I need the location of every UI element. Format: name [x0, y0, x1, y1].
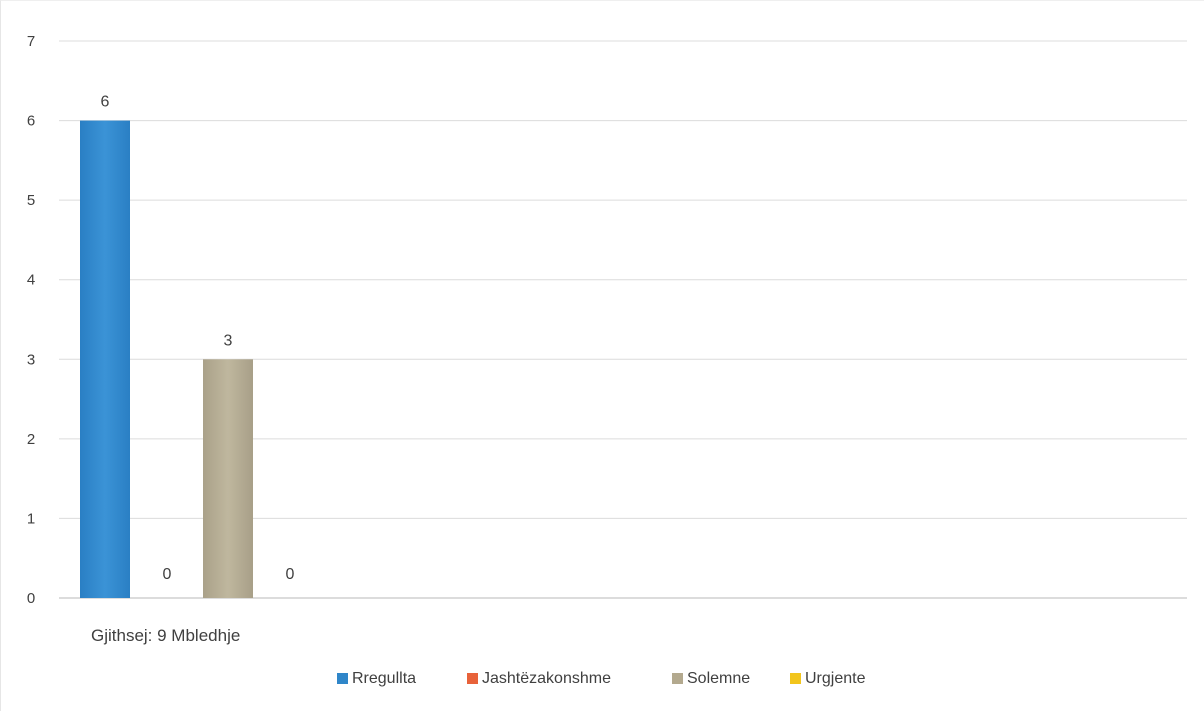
legend-label-rregullta: Rregullta	[352, 670, 416, 687]
bar-rregullta	[80, 121, 130, 598]
y-tick-label: 2	[27, 431, 35, 448]
legend: Rregullta Jashtëzakonshme Solemne Urgjente	[337, 670, 866, 687]
y-tick-label: 1	[27, 510, 35, 527]
legend-swatch-urgjente	[790, 673, 801, 684]
y-tick-label: 5	[27, 192, 35, 209]
data-label-urgjente: 0	[286, 566, 295, 583]
legend-label-solemne: Solemne	[687, 670, 750, 687]
y-tick-label: 3	[27, 351, 35, 368]
y-tick-label: 6	[27, 113, 35, 130]
data-label-jashtëzakonshme: 0	[163, 566, 172, 583]
data-label-solemne: 3	[224, 332, 233, 349]
total-caption: Gjithsej: 9 Mbledhje	[91, 626, 240, 645]
y-tick-label: 0	[27, 590, 35, 607]
legend-label-urgjente: Urgjente	[805, 670, 866, 687]
legend-swatch-solemne	[672, 673, 683, 684]
bar-solemne	[203, 359, 253, 598]
y-tick-label: 4	[27, 272, 35, 289]
legend-label-jashtëzakonshme: Jashtëzakonshme	[482, 670, 611, 687]
y-tick-label: 7	[27, 33, 35, 50]
y-axis-ticks: 0 1 2 3 4 5 6 7	[27, 33, 35, 607]
legend-swatch-jashtëzakonshme	[467, 673, 478, 684]
legend-swatch-rregullta	[337, 673, 348, 684]
data-label-rregullta: 6	[101, 94, 110, 111]
